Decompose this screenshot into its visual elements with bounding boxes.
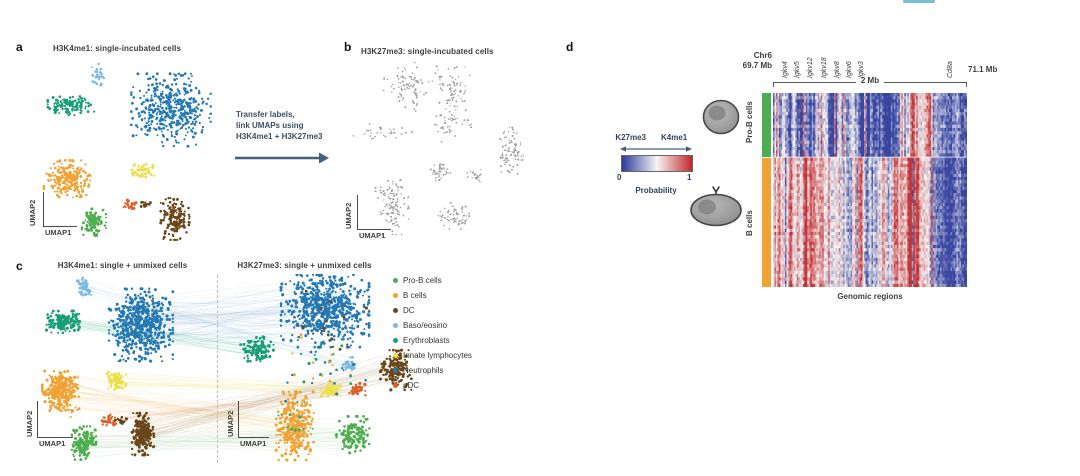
legend-item-label: Neutrophils xyxy=(403,366,444,375)
panel-c-divider xyxy=(217,275,218,463)
panel-c-right-title: H3K27me3: single + unmixed cells xyxy=(237,261,372,270)
legend-item-label: Pro-B cells xyxy=(403,276,442,285)
panel-d-label: d xyxy=(566,40,574,54)
gene-label: Igkv12 xyxy=(807,57,815,78)
legend-item: pDC xyxy=(393,381,472,390)
colorbar-max: 1 xyxy=(687,173,692,182)
panel-c-right-y-axis-label: UMAP2 xyxy=(226,410,235,437)
b-row-color-bar xyxy=(762,158,771,287)
panel-a-umap-scatter xyxy=(38,56,233,244)
panel-a-y-axis-label: UMAP2 xyxy=(28,199,37,226)
legend-item-label: Erythroblasts xyxy=(403,336,450,345)
legend-item: DC xyxy=(393,306,472,315)
legend-dot-icon xyxy=(393,278,398,283)
panel-c-right-x-axis-label: UMAP1 xyxy=(240,439,267,448)
cell-type-legend: Pro-B cells B cells DC Baso/eosino Erythrobl… xyxy=(393,276,472,396)
pro-b-row-color-bar xyxy=(762,93,771,157)
colorbar-right-label: K4me1 xyxy=(661,133,688,142)
panel-c-linked-umaps xyxy=(25,274,465,466)
gene-label: Cd8a xyxy=(946,61,954,78)
panel-c-label: c xyxy=(16,259,23,273)
gene-label: Igkv18 xyxy=(820,57,828,78)
legend-item-label: pDC xyxy=(403,381,420,390)
heatmap-x-axis-label: Genomic regions xyxy=(837,292,903,301)
legend-dot-icon xyxy=(393,383,398,388)
gene-label: Igkv6 xyxy=(845,61,853,78)
locus-start-label: Chr6 69.7 Mb xyxy=(742,51,772,70)
locus-end-label: 71.1 Mb xyxy=(968,65,998,74)
legend-item-label: B cells xyxy=(403,291,427,300)
panel-b-x-axis-label: UMAP1 xyxy=(359,231,386,240)
span-bracket-left-tick xyxy=(773,82,774,87)
legend-item: Innate lymphocytes xyxy=(393,351,472,360)
span-bracket-right-tick xyxy=(966,82,967,87)
legend-dot-icon xyxy=(393,323,398,328)
legend-dot-icon xyxy=(393,308,398,313)
legend-dot-icon xyxy=(393,353,398,358)
legend-item-label: Baso/eosino xyxy=(403,321,448,330)
legend-dot-icon xyxy=(393,293,398,298)
panel-b-umap-scatter xyxy=(352,60,535,245)
locus-span-label: 2 Mb xyxy=(860,76,880,85)
panel-c-left-axes xyxy=(37,401,72,438)
legend-item: Pro-B cells xyxy=(393,276,472,285)
colorbar-min: 0 xyxy=(617,173,622,182)
colorbar-left-label: K27me3 xyxy=(615,133,646,142)
probability-colorbar xyxy=(621,155,693,172)
panel-b-title: H3K27me3: single-incubated cells xyxy=(361,47,494,56)
legend-item: Erythroblasts xyxy=(393,336,472,345)
panel-c-left-x-axis-label: UMAP1 xyxy=(39,439,66,448)
legend-item: Baso/eosino xyxy=(393,321,472,330)
top-accent-strip xyxy=(903,0,935,3)
panel-b-axes xyxy=(357,195,391,230)
panel-a-label: a xyxy=(16,40,23,54)
legend-item: Neutrophils xyxy=(393,366,472,375)
panel-c-right-axes xyxy=(238,401,269,438)
transfer-arrow-icon xyxy=(235,152,329,164)
row-group-label-pro-b: Pro-B cells xyxy=(745,101,754,143)
legend-dot-icon xyxy=(393,368,398,373)
legend-dot-icon xyxy=(393,338,398,343)
panel-a-title: H3K4me1: single-incubated cells xyxy=(53,44,182,53)
transfer-arrow-text: Transfer labels, link UMAPs using H3K4me… xyxy=(236,110,323,141)
gene-label: Igkv8 xyxy=(833,61,841,78)
pro-b-cell-icon xyxy=(702,99,740,135)
panel-c-left-y-axis-label: UMAP2 xyxy=(25,410,34,437)
panel-b-y-axis-label: UMAP2 xyxy=(344,202,353,229)
gene-label: Igkv5 xyxy=(794,61,802,78)
colorbar-arrow-icon xyxy=(620,146,692,152)
row-group-label-b: B cells xyxy=(745,210,754,236)
span-bracket-right-segment xyxy=(884,82,966,83)
panel-c-left-title: H3K4me1: single + unmixed cells xyxy=(57,261,188,270)
panel-a-x-axis-label: UMAP1 xyxy=(45,228,72,237)
legend-item-label: Innate lymphocytes xyxy=(403,351,472,360)
colorbar-title: Probability xyxy=(635,186,677,195)
panel-a-axes xyxy=(43,192,77,227)
span-bracket-left-segment xyxy=(773,82,856,83)
legend-item: B cells xyxy=(393,291,472,300)
legend-item-label: DC xyxy=(403,306,415,315)
gene-label: Igkv4 xyxy=(782,61,790,78)
panel-b-label: b xyxy=(344,40,352,54)
b-cell-icon xyxy=(690,186,742,227)
panel-d-heatmap xyxy=(773,93,967,287)
